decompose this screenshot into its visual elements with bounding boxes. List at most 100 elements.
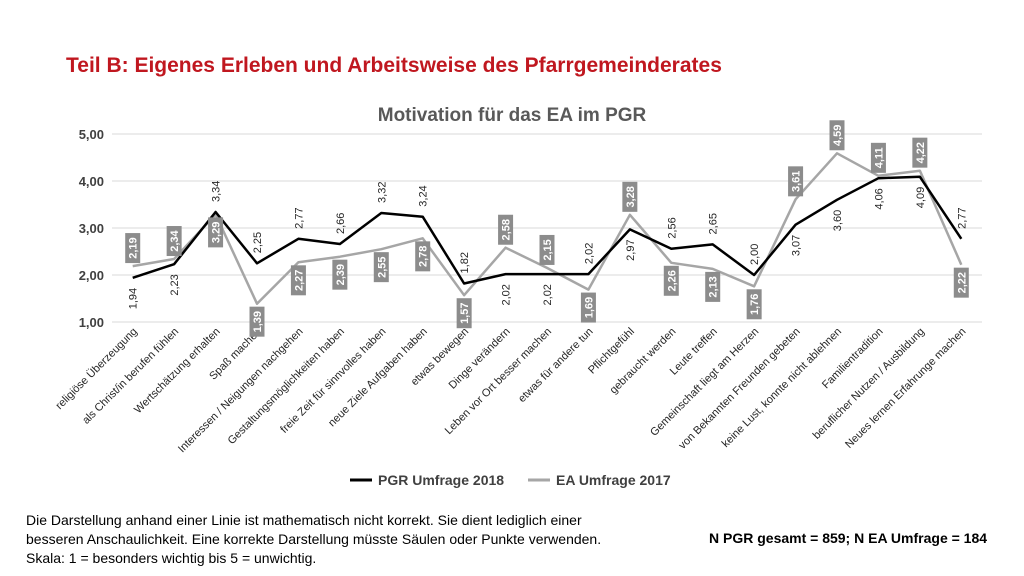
data-label-box-bg — [539, 234, 555, 265]
data-label-pgr: 2,66 — [335, 213, 347, 234]
data-label-box-ea: 2,55 — [373, 252, 389, 283]
series-line-ea-2017 — [132, 152, 963, 305]
data-label-ea: 2,78 — [418, 246, 430, 267]
data-label-box-ea: 2,27 — [290, 265, 306, 296]
data-label-box-bg — [125, 233, 141, 264]
data-label-box-bg — [788, 166, 804, 197]
sample-size-note: N PGR gesamt = 859; N EA Umfrage = 184 — [709, 530, 988, 546]
note-line-2: besseren Anschaulichkeit. Eine korrekte … — [26, 531, 602, 547]
data-label-box-ea: 2,58 — [498, 214, 514, 245]
data-label-box-bg — [746, 289, 762, 320]
data-label-box-ea: 2,15 — [539, 234, 555, 265]
data-label-ea: 3,61 — [791, 171, 803, 192]
data-label-pgr: 2,25 — [252, 232, 264, 253]
data-label-box-ea: 1,39 — [249, 306, 265, 337]
slide-title: Teil B: Eigenes Erleben und Arbeitsweise… — [66, 54, 722, 77]
data-label-ea: 1,69 — [583, 297, 595, 318]
data-label-box-bg — [373, 252, 389, 283]
x-category-label: religiöse Überzeugung — [54, 326, 140, 412]
data-label-ea: 2,15 — [542, 239, 554, 260]
data-label-ea: 2,58 — [501, 219, 513, 240]
data-label-box-bg — [912, 137, 928, 168]
data-label-pgr: 3,34 — [211, 181, 223, 202]
data-label-pgr: 1,94 — [128, 288, 140, 309]
data-label-ea: 1,76 — [749, 294, 761, 315]
y-tick-label: 5,00 — [79, 127, 104, 142]
legend-item-pgr-2018: PGR Umfrage 2018 — [350, 472, 504, 488]
data-label-box-bg — [208, 217, 224, 248]
data-label-box-ea: 2,78 — [415, 241, 431, 272]
data-label-box-ea: 2,22 — [953, 267, 969, 298]
data-label-ea: 2,55 — [376, 256, 388, 277]
data-label-box-ea: 1,57 — [456, 298, 472, 329]
data-label-ea: 2,27 — [293, 270, 305, 291]
data-label-ea: 4,11 — [873, 147, 885, 168]
data-label-ea: 1,39 — [252, 311, 264, 332]
legend-label: EA Umfrage 2017 — [556, 472, 671, 488]
data-label-pgr: 4,06 — [873, 188, 885, 209]
data-label-ea: 3,29 — [211, 222, 223, 243]
data-label-pgr: 4,09 — [915, 187, 927, 208]
data-label-box-ea: 4,22 — [912, 137, 928, 168]
y-tick-label: 2,00 — [79, 268, 104, 283]
data-label-box-ea: 2,26 — [663, 265, 679, 296]
data-label-box-bg — [580, 292, 596, 323]
chart-title: Motivation für das EA im PGR — [378, 105, 647, 126]
data-label-box-ea: 4,59 — [829, 120, 845, 151]
data-label-box-bg — [870, 142, 886, 173]
y-tick-label: 4,00 — [79, 174, 104, 189]
data-label-pgr: 2,77 — [293, 207, 305, 228]
data-label-ea: 4,59 — [832, 125, 844, 146]
data-label-ea: 2,34 — [169, 229, 181, 251]
data-label-box-ea: 3,61 — [788, 166, 804, 197]
data-label-box-bg — [290, 265, 306, 296]
data-label-pgr: 3,24 — [418, 185, 430, 206]
data-label-box-ea: 3,29 — [208, 217, 224, 248]
y-tick-label: 1,00 — [79, 315, 104, 330]
data-label-pgr: 3,60 — [832, 210, 844, 231]
data-label-box-bg — [456, 298, 472, 329]
data-label-box-bg — [332, 259, 348, 290]
data-label-ea: 2,22 — [956, 272, 968, 293]
data-label-box-bg — [663, 265, 679, 296]
data-label-ea: 3,28 — [625, 186, 637, 207]
note-line-1: Die Darstellung anhand einer Linie ist m… — [26, 512, 582, 528]
series-line-pgr-2018 — [132, 175, 963, 285]
data-label-box-bg — [829, 120, 845, 151]
legend: PGR Umfrage 2018 EA Umfrage 2017 — [350, 472, 671, 488]
data-label-pgr: 3,32 — [376, 182, 388, 203]
y-tick-label: 3,00 — [79, 221, 104, 236]
data-label-box-bg — [953, 267, 969, 298]
data-label-box-bg — [166, 226, 182, 257]
note-line-3: Skala: 1 = besonders wichtig bis 5 = unw… — [26, 550, 317, 566]
data-label-pgr: 2,23 — [169, 274, 181, 295]
data-label-box-bg — [249, 306, 265, 337]
data-label-pgr: 2,56 — [666, 217, 678, 238]
data-label-box-ea: 4,11 — [870, 142, 886, 173]
data-label-box-ea: 2,13 — [705, 271, 721, 302]
legend-label: PGR Umfrage 2018 — [378, 472, 504, 488]
data-label-pgr: 3,07 — [791, 235, 803, 256]
data-label-ea: 2,26 — [666, 270, 678, 291]
data-label-ea: 2,39 — [335, 264, 347, 285]
data-label-box-ea: 2,19 — [125, 233, 141, 264]
data-label-box-ea: 3,28 — [622, 181, 638, 212]
legend-item-ea-2017: EA Umfrage 2017 — [528, 472, 671, 488]
data-label-pgr: 1,82 — [459, 252, 471, 273]
data-label-pgr: 2,65 — [708, 213, 720, 234]
data-label-box-ea: 2,34 — [166, 226, 182, 257]
data-label-ea: 2,13 — [708, 276, 720, 297]
chart-note: Die Darstellung anhand einer Linie ist m… — [26, 511, 706, 568]
data-label-pgr: 2,02 — [501, 284, 513, 305]
data-label-box-bg — [498, 214, 514, 245]
data-label-pgr: 2,00 — [749, 244, 761, 265]
data-label-box-bg — [415, 241, 431, 272]
data-label-box-bg — [705, 271, 721, 302]
data-label-pgr: 2,77 — [956, 207, 968, 228]
x-category-label: etwas für andere tun — [516, 326, 595, 405]
data-label-box-ea: 1,76 — [746, 289, 762, 320]
data-label-ea: 1,57 — [459, 302, 471, 323]
data-label-ea: 2,19 — [128, 237, 140, 258]
data-label-ea: 4,22 — [915, 142, 927, 163]
